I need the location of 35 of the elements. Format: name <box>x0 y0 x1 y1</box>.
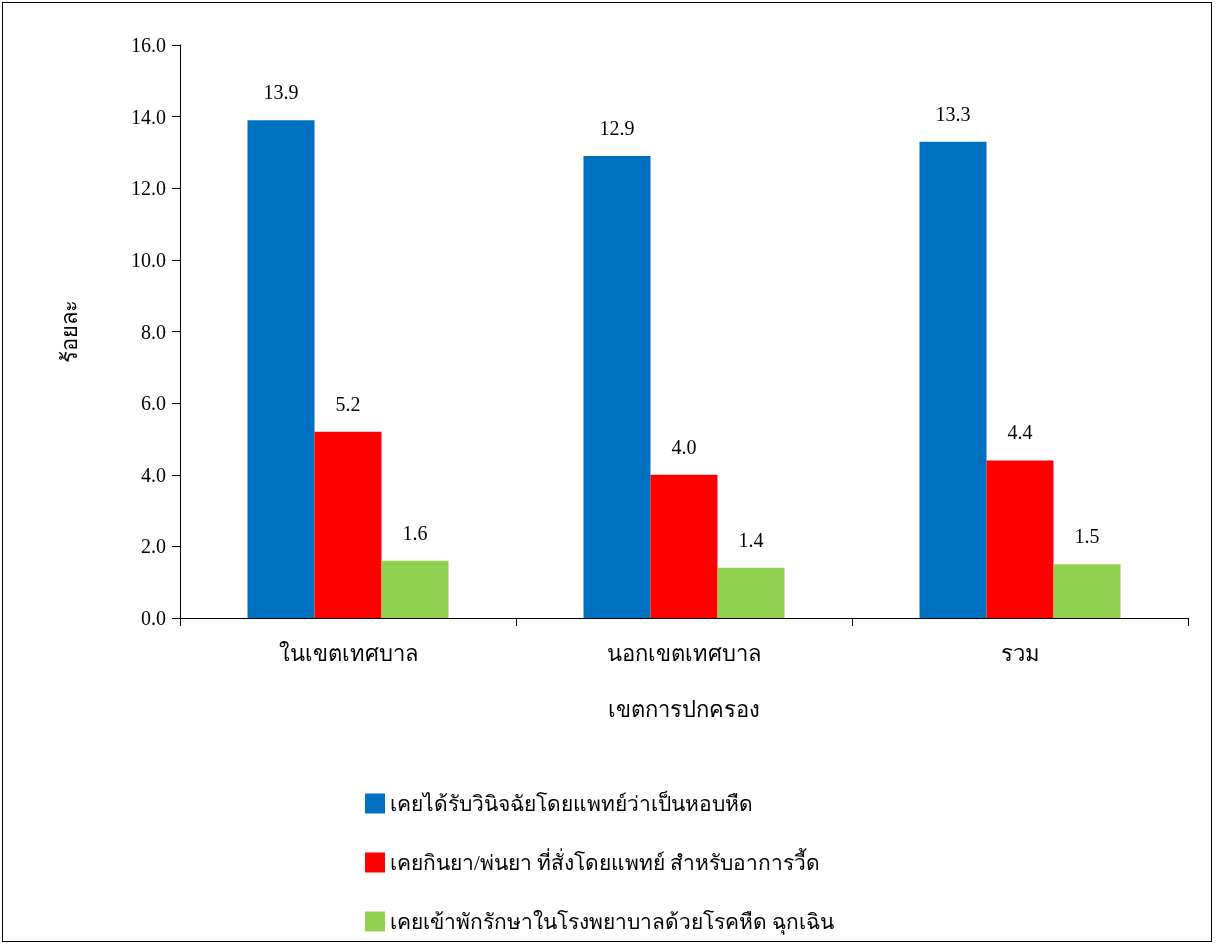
x-axis-title: เขตการปกครอง <box>608 696 760 722</box>
bar <box>1053 564 1121 618</box>
y-tick-label: 16.0 <box>131 34 166 56</box>
y-tick-label: 14.0 <box>131 105 166 128</box>
x-tick-label: นอกเขตเทศบาล <box>607 640 761 666</box>
y-axis-title: ร้อยละ <box>56 300 82 363</box>
legend-label: เคยกินยา/พ่นยา ที่สั่งโดยแพทย์ สำหรับอาการวี้ด <box>390 847 821 875</box>
y-tick-label: 8.0 <box>141 320 166 343</box>
bar <box>583 156 651 618</box>
data-label: 5.2 <box>335 392 361 415</box>
y-tick-label: 12.0 <box>131 177 166 200</box>
bar <box>986 460 1054 618</box>
data-label: 13.9 <box>263 81 299 104</box>
bar <box>717 567 785 618</box>
y-tick-label: 6.0 <box>141 392 166 415</box>
bar <box>919 141 987 618</box>
bar <box>650 474 718 618</box>
bar <box>247 120 315 618</box>
data-label: 1.5 <box>1074 525 1100 548</box>
legend-label: เคยเข้าพักรักษาในโรงพยาบาลด้วยโรคหืด ฉุกเฉิน <box>390 909 835 935</box>
data-label: 4.0 <box>671 435 697 458</box>
data-label: 1.4 <box>738 528 764 551</box>
y-tick-label: 0.0 <box>141 607 166 629</box>
data-label: 13.3 <box>935 102 971 125</box>
data-label: 4.4 <box>1007 421 1033 444</box>
data-label: 12.9 <box>599 117 635 140</box>
y-tick-label: 2.0 <box>141 535 166 558</box>
x-tick-label: รวม <box>1000 640 1040 666</box>
y-tick-label: 10.0 <box>131 248 166 271</box>
bar <box>381 560 449 618</box>
legend-label: เคยได้รับวินิจฉัยโดยแพทย์ว่าเป็นหอบหืด <box>390 789 753 816</box>
y-tick-label: 4.0 <box>141 463 166 486</box>
bar <box>314 431 382 618</box>
data-label: 1.6 <box>402 521 428 544</box>
x-tick-label: ในเขตเทศบาล <box>278 640 418 666</box>
